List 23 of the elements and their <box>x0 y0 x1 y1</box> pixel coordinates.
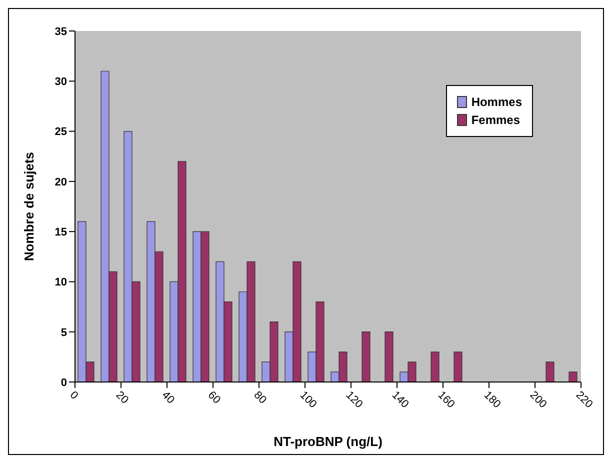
x-tick-label: 40 <box>159 389 177 406</box>
x-tick-label: 140 <box>389 389 411 411</box>
x-tick-label: 200 <box>527 389 549 411</box>
x-tick-label: 80 <box>251 389 269 406</box>
y-tick-label: 20 <box>54 176 67 188</box>
y-tick-label: 10 <box>54 276 67 289</box>
y-axis-title: Nombre de sujets <box>22 152 37 262</box>
legend-label: Hommes <box>471 95 522 109</box>
y-tick-label: 15 <box>54 226 67 238</box>
x-tick-label: 20 <box>113 389 131 406</box>
y-tick-label: 0 <box>60 376 67 389</box>
legend-label: Femmes <box>471 113 520 127</box>
y-tick-label: 35 <box>54 26 67 38</box>
x-tick-label: 220 <box>573 389 595 411</box>
x-tick-label: 180 <box>481 389 503 411</box>
y-tick-label: 5 <box>60 326 67 339</box>
x-tick-label: 100 <box>297 389 319 411</box>
x-axis-title: NT-proBNP (ng/L) <box>274 434 382 449</box>
x-tick-label: 160 <box>435 389 457 411</box>
x-tick-label: 120 <box>343 389 365 411</box>
x-tick-label: 60 <box>205 389 223 406</box>
y-tick-label: 25 <box>54 126 67 138</box>
y-tick-label: 30 <box>54 76 67 88</box>
